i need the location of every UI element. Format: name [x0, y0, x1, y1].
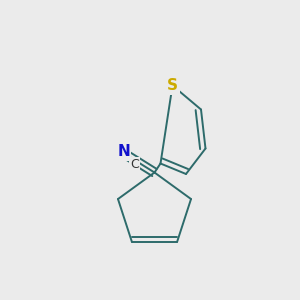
Text: N: N	[117, 144, 130, 159]
Text: S: S	[167, 78, 178, 93]
Text: C: C	[130, 158, 139, 171]
